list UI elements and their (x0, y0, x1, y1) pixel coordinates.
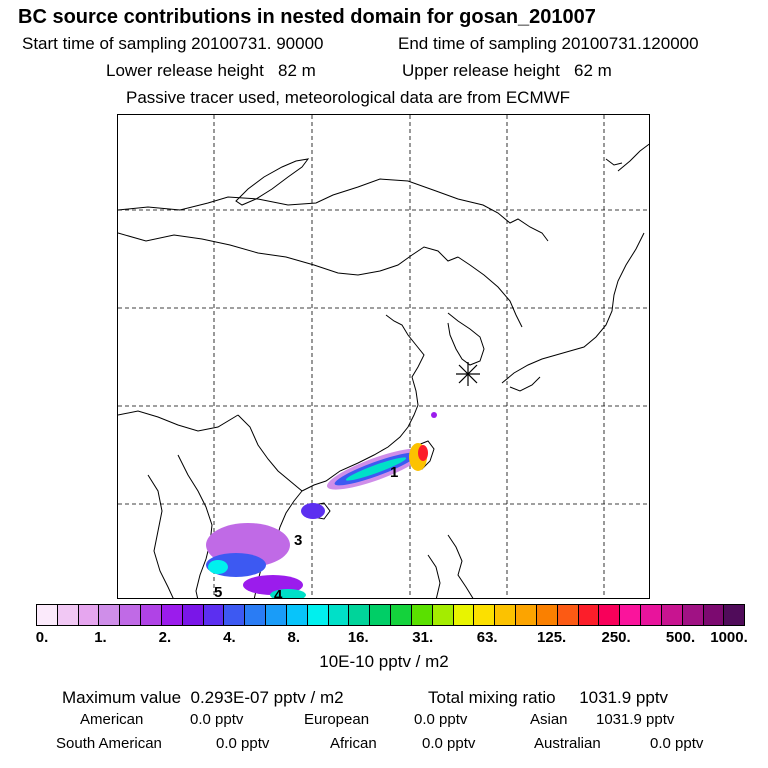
tracer-plume (206, 412, 437, 598)
total-mixing-ratio: Total mixing ratio 1031.9 pptv (428, 688, 668, 708)
region-african-name: African (330, 735, 377, 752)
colorbar-unit: 10E-10 pptv / m2 (319, 652, 449, 671)
colorbar-tick-label: 125. (537, 629, 567, 646)
colorbar-cell (245, 605, 267, 625)
colorbar-cell (161, 605, 183, 625)
colorbar-cell (307, 605, 329, 625)
lower-height-value: 82 m (278, 61, 316, 80)
colorbar-cell (37, 605, 58, 625)
region-label-1: 1 (390, 464, 398, 481)
region-australian-value: 0.0 pptv (650, 735, 704, 752)
colorbar-tick-label: 63. (476, 629, 498, 646)
colorbar-cell (57, 605, 79, 625)
colorbar-cell (682, 605, 704, 625)
total-label: Total mixing ratio (428, 688, 556, 707)
region-european-value: 0.0 pptv (414, 711, 468, 728)
region-label-3: 3 (294, 532, 302, 549)
region-asian-value: 1031.9 pptv (596, 711, 675, 728)
colorbar-cell (182, 605, 204, 625)
colorbar-cell (495, 605, 517, 625)
colorbar-cell (286, 605, 308, 625)
colorbar-cell (578, 605, 600, 625)
colorbar-cell (536, 605, 558, 625)
colorbar-cell (224, 605, 246, 625)
end-time-label: End time of sampling (398, 34, 557, 53)
map-gridlines (118, 115, 649, 598)
colorbar-tick-label: 1. (94, 629, 107, 646)
lower-release-height: Lower release height 82 m (106, 61, 316, 81)
tracer-note: Passive tracer used, meteorological data… (126, 88, 571, 107)
start-time: Start time of sampling 20100731. 90000 (22, 34, 324, 54)
colorbar-cell (453, 605, 475, 625)
end-time: End time of sampling 20100731.120000 (398, 34, 699, 54)
colorbar-cell (599, 605, 621, 625)
colorbar-cell (349, 605, 371, 625)
colorbar-tick-label: 4. (223, 629, 236, 646)
colorbar-tick-label: 31. (412, 629, 434, 646)
colorbar-cell (120, 605, 142, 625)
colorbar-tick-label: 250. (601, 629, 631, 646)
region-label-5: 5 (214, 584, 222, 599)
map-coastlines (118, 143, 649, 598)
map-panel: 1 3 5 4 (117, 114, 650, 599)
region-asian-name: Asian (530, 711, 568, 728)
colorbar-cell (266, 605, 287, 625)
colorbar-cell (724, 605, 745, 625)
max-value-label: Maximum value (62, 688, 182, 707)
colorbar-cell (370, 605, 392, 625)
start-time-value: 20100731. 90000 (191, 34, 324, 53)
colorbar-cell (411, 605, 433, 625)
colorbar-tick-label: 16. (347, 629, 369, 646)
region-australian-name: Australian (534, 735, 601, 752)
region-african-value: 0.0 pptv (422, 735, 476, 752)
map-canvas: 1 3 5 4 (118, 115, 649, 599)
colorbar-cell (432, 605, 454, 625)
colorbar-cell (661, 605, 683, 625)
start-time-label: Start time of sampling (22, 34, 187, 53)
region-european-name: European (304, 711, 370, 728)
colorbar-cell (391, 605, 412, 625)
colorbar (36, 604, 745, 626)
colorbar-cell (703, 605, 725, 625)
max-value: Maximum value 0.293E-07 pptv / m2 (62, 688, 344, 708)
region-american-name: American (80, 711, 144, 728)
colorbar-tick-label: 2. (158, 629, 172, 646)
total-value: 1031.9 pptv (579, 688, 669, 707)
max-value-number: 0.293E-07 pptv / m2 (190, 688, 344, 707)
colorbar-cell (203, 605, 225, 625)
colorbar-cell (516, 605, 537, 625)
upper-height-label: Upper release height (402, 61, 560, 80)
colorbar-tick-label: 0. (35, 629, 49, 646)
colorbar-cell (474, 605, 496, 625)
colorbar-cell (620, 605, 642, 625)
upper-release-height: Upper release height 62 m (402, 61, 612, 81)
region-american-value: 0.0 pptv (190, 711, 244, 728)
colorbar-cell (78, 605, 100, 625)
region-south-american-value: 0.0 pptv (216, 735, 270, 752)
colorbar-tick-label: 500. (665, 629, 696, 646)
colorbar-cell (641, 605, 662, 625)
map-title: BC source contributions in nested domain… (18, 6, 596, 28)
colorbar-tick-label: 8. (287, 629, 301, 646)
colorbar-cell (141, 605, 162, 625)
colorbar-cell (328, 605, 350, 625)
end-time-value: 20100731.120000 (561, 34, 699, 53)
colorbar-cell (557, 605, 579, 625)
region-label-4: 4 (274, 587, 283, 599)
colorbar-cell (99, 605, 121, 625)
receptor-asterisk-icon (456, 362, 480, 386)
colorbar-tick-label: 1000. (710, 629, 748, 646)
region-south-american-name: South American (56, 735, 162, 752)
upper-height-value: 62 m (574, 61, 612, 80)
lower-height-label: Lower release height (106, 61, 264, 80)
